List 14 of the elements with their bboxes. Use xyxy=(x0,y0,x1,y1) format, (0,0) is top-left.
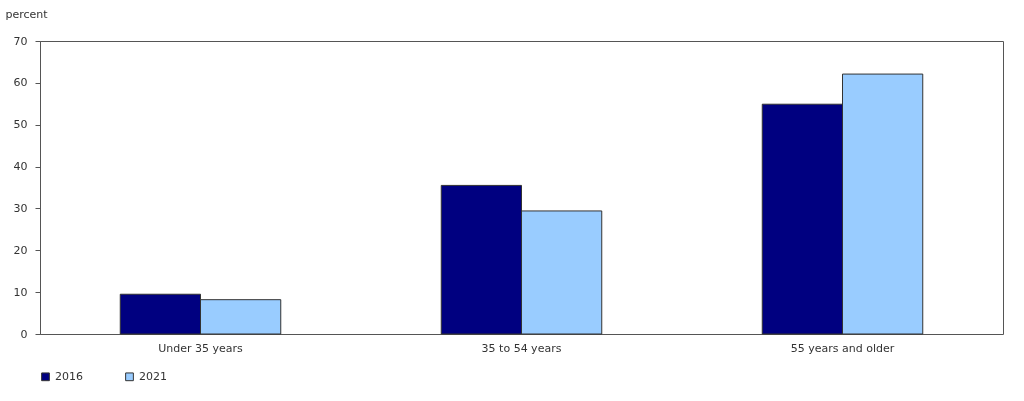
y-axis-title: percent xyxy=(5,7,49,21)
x-tick-label: 55 years and older xyxy=(790,341,895,355)
y-tick-label: 60 xyxy=(13,76,28,90)
x-tick-label: 35 to 54 years xyxy=(481,341,562,355)
legend-label: 2016 xyxy=(55,369,83,383)
x-tick-label: Under 35 years xyxy=(158,341,244,355)
y-tick-label: 20 xyxy=(13,243,28,257)
y-tick-label: 40 xyxy=(13,160,28,174)
y-tick-label: 30 xyxy=(13,201,28,215)
y-tick-label: 0 xyxy=(20,327,28,341)
y-tick-label: 50 xyxy=(13,118,28,132)
legend-label: 2021 xyxy=(139,369,167,383)
y-tick-label: 70 xyxy=(13,34,28,48)
y-tick-label: 10 xyxy=(13,285,28,299)
